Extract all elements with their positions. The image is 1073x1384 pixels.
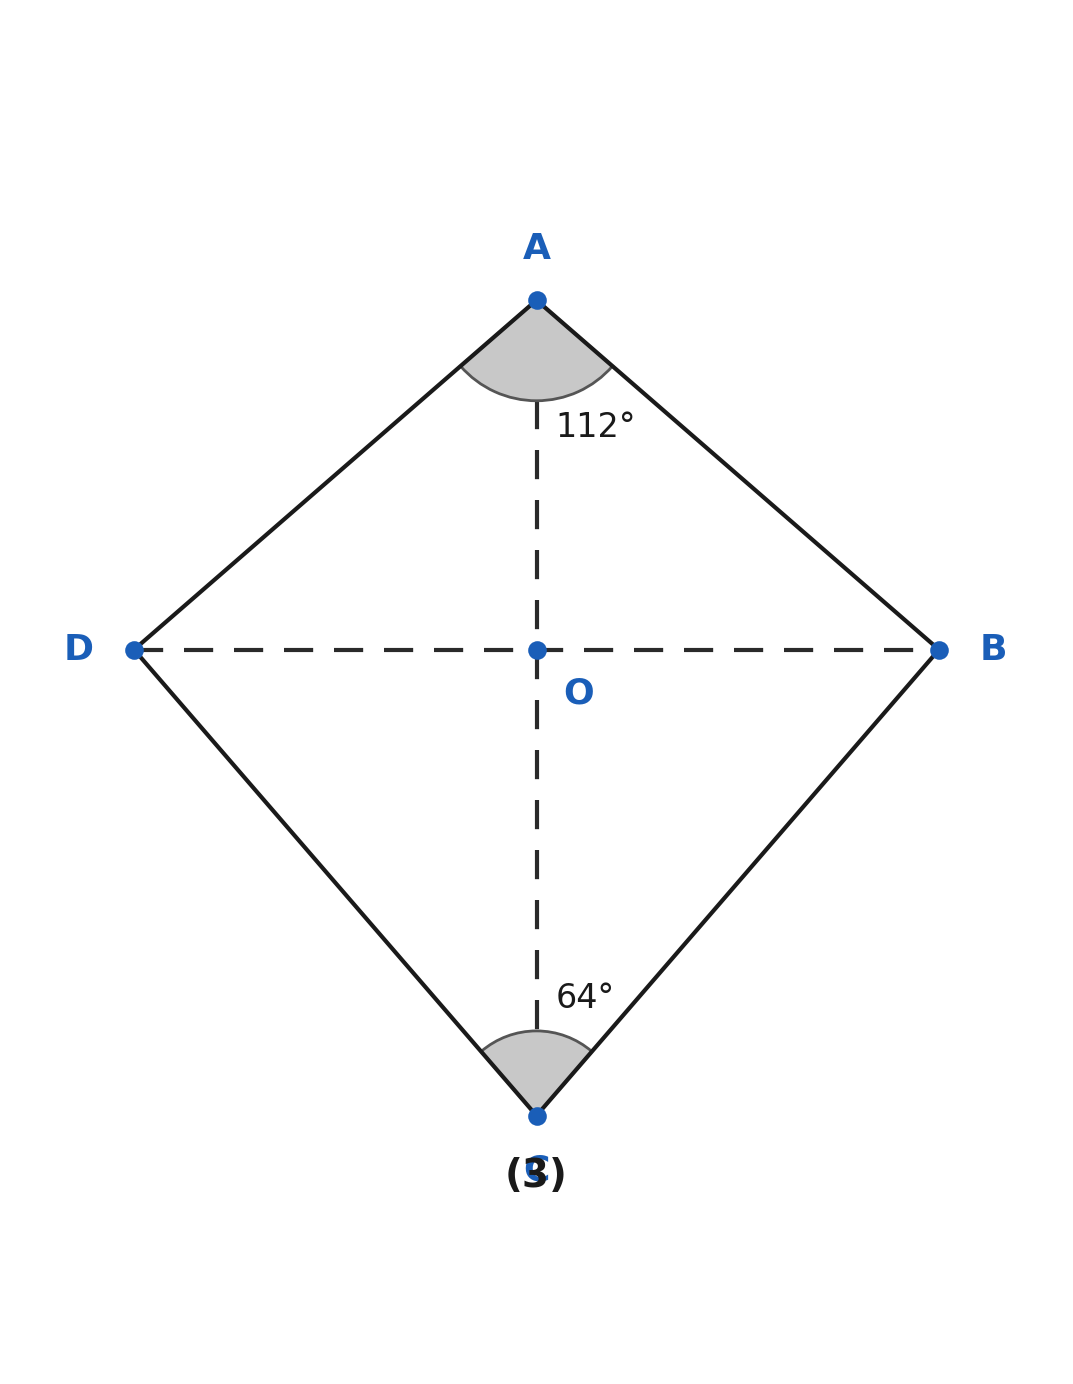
Point [528,289,545,311]
Text: B: B [980,632,1006,667]
Text: 64°: 64° [556,983,615,1014]
Text: 112°: 112° [556,411,636,444]
Wedge shape [460,300,613,401]
Text: O: O [563,677,593,710]
Text: A: A [523,233,550,266]
Text: C: C [524,1154,549,1187]
Point [528,1104,545,1127]
Text: D: D [63,632,93,667]
Wedge shape [481,1031,592,1116]
Point [126,638,143,660]
Text: (3): (3) [505,1157,568,1194]
Point [528,638,545,660]
Point [930,638,947,660]
